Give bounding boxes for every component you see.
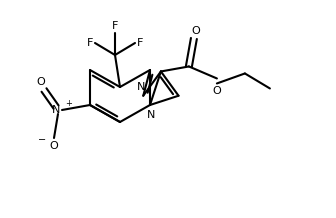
Text: +: + bbox=[65, 99, 72, 107]
Text: N: N bbox=[52, 105, 60, 115]
Text: N: N bbox=[137, 82, 145, 92]
Text: F: F bbox=[137, 38, 143, 48]
Text: O: O bbox=[213, 87, 221, 96]
Text: F: F bbox=[87, 38, 93, 48]
Text: O: O bbox=[192, 26, 200, 36]
Text: −: − bbox=[38, 135, 46, 145]
Text: O: O bbox=[50, 141, 58, 151]
Text: F: F bbox=[112, 21, 118, 31]
Text: O: O bbox=[37, 77, 45, 87]
Text: N: N bbox=[147, 110, 155, 120]
